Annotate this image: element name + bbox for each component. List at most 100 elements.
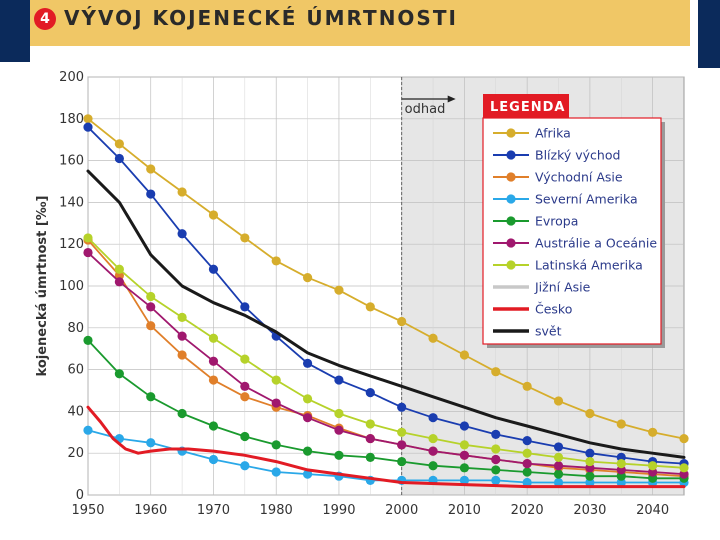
data-point — [146, 438, 156, 448]
y-tick-label: 140 — [59, 195, 84, 210]
series-line — [86, 169, 686, 459]
series-4 — [83, 335, 689, 483]
data-point — [302, 273, 313, 283]
data-point — [114, 277, 124, 287]
y-tick-label: 160 — [59, 154, 84, 169]
y-tick-label: 80 — [67, 321, 84, 336]
data-point — [553, 469, 564, 479]
data-point — [585, 448, 595, 458]
legend-swatch-marker — [506, 172, 516, 182]
slide-left-band — [0, 0, 30, 62]
series-6 — [83, 233, 689, 473]
legend-swatch-marker — [506, 194, 516, 204]
series-0 — [83, 114, 689, 444]
data-point — [648, 427, 658, 437]
data-point — [553, 477, 564, 488]
data-point — [271, 467, 281, 477]
data-point — [365, 387, 375, 398]
data-point — [177, 350, 187, 360]
x-tick-label: 1970 — [197, 503, 230, 518]
data-point — [208, 421, 219, 431]
data-point — [522, 477, 532, 488]
data-point — [240, 461, 250, 471]
data-point — [365, 452, 375, 462]
data-point — [114, 264, 124, 274]
data-point — [616, 419, 626, 429]
data-point — [240, 381, 250, 391]
data-point — [616, 459, 626, 469]
data-point — [302, 469, 313, 479]
data-point — [522, 467, 532, 477]
data-point — [428, 413, 438, 423]
data-point — [679, 463, 689, 473]
legend-label: Česko — [535, 302, 572, 317]
title-number-badge: 4 — [34, 8, 56, 30]
data-point — [522, 459, 532, 469]
data-point — [553, 461, 564, 471]
series-line — [87, 126, 685, 465]
series-9 — [86, 169, 686, 459]
legend-title: LEGENDA — [490, 100, 565, 115]
y-axis-ticks: 0 20 40 60 80 100 120 140 160 180 200 — [59, 70, 84, 503]
data-point — [491, 465, 501, 475]
x-tick-label: 1960 — [134, 503, 167, 518]
y-tick-label: 0 — [76, 488, 84, 503]
data-point — [83, 247, 93, 258]
legend-label: Afrika — [535, 126, 571, 141]
data-point — [365, 302, 375, 312]
x-tick-label: 2030 — [573, 503, 606, 518]
series-line — [87, 251, 685, 476]
data-point — [648, 461, 658, 471]
legend-item-2: Východní Asie — [493, 170, 623, 185]
forecast-marker: odhad — [401, 95, 456, 117]
data-point — [334, 375, 344, 385]
data-point — [240, 302, 250, 312]
y-axis-label: kojenecká úmrtnost [‰] — [35, 196, 50, 377]
data-point — [679, 433, 689, 444]
x-tick-label: 1980 — [260, 503, 293, 518]
data-point — [177, 312, 187, 322]
data-point — [428, 446, 438, 456]
data-point — [208, 375, 219, 385]
data-point — [146, 291, 156, 302]
series-line — [86, 405, 686, 489]
x-tick-label: 2040 — [636, 503, 669, 518]
legend-item-6: Latinská Amerika — [493, 258, 643, 273]
data-point — [522, 381, 532, 391]
data-point — [146, 164, 156, 174]
data-point — [491, 367, 501, 377]
data-point — [208, 210, 219, 220]
legend-label: Východní Asie — [535, 170, 623, 185]
data-point — [177, 187, 187, 197]
legend-item-5: Austrálie a Oceánie — [493, 236, 657, 251]
data-point — [522, 436, 532, 446]
data-point — [146, 392, 156, 402]
title-bar: 4 VÝVOJ KOJENECKÉ ÚMRTNOSTI — [30, 0, 690, 46]
y-tick-label: 200 — [59, 70, 84, 85]
legend-swatch-marker — [506, 150, 516, 160]
legend-swatch-marker — [506, 216, 516, 226]
data-point — [491, 475, 501, 485]
data-point — [114, 139, 124, 149]
y-tick-label: 60 — [67, 363, 84, 378]
data-point — [177, 331, 187, 341]
forecast-label: odhad — [405, 102, 446, 117]
slide-right-margin — [698, 0, 720, 540]
data-point — [397, 316, 407, 327]
data-point — [208, 356, 219, 366]
data-point — [240, 354, 250, 364]
chart-title: VÝVOJ KOJENECKÉ ÚMRTNOSTI — [64, 6, 458, 30]
data-point — [146, 321, 156, 331]
data-point — [428, 461, 438, 471]
series-group — [83, 114, 689, 489]
y-tick-label: 100 — [59, 279, 84, 294]
data-point — [334, 408, 344, 419]
data-point — [240, 392, 250, 402]
legend-items: Afrika Blízký východ Východní Asie Severní … — [493, 126, 657, 339]
data-point — [585, 456, 595, 467]
data-point — [334, 450, 344, 460]
data-point — [208, 264, 219, 274]
data-point — [459, 350, 470, 360]
legend-item-9: svět — [493, 324, 562, 339]
